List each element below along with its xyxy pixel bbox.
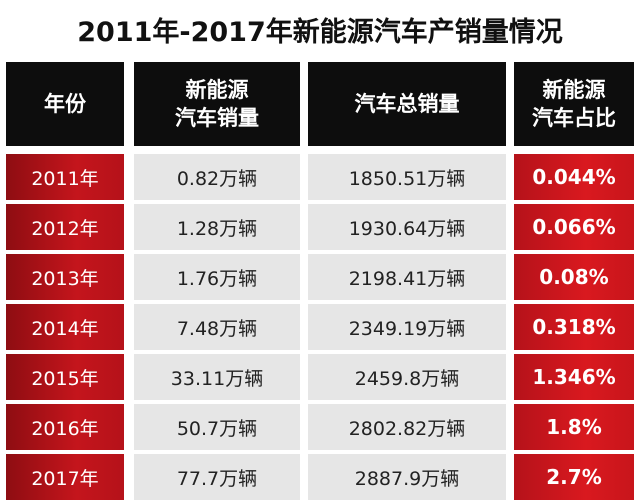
cell-total-sales: 2802.82万辆: [308, 404, 506, 450]
cell-year: 2017年: [6, 454, 124, 500]
header-year: 年份: [6, 62, 124, 146]
cell-year: 2013年: [6, 254, 124, 300]
cell-nev-sales: 1.76万辆: [134, 254, 300, 300]
cell-nev-sales: 7.48万辆: [134, 304, 300, 350]
table-title: 2011年-2017年新能源汽车产销量情况: [77, 17, 563, 48]
header-total-sales: 汽车总销量: [308, 62, 506, 146]
table-row: 2013年 1.76万辆 2198.41万辆 0.08%: [0, 254, 640, 300]
cell-nev-sales: 33.11万辆: [134, 354, 300, 400]
cell-nev-share: 0.066%: [514, 204, 634, 250]
cell-nev-sales: 1.28万辆: [134, 204, 300, 250]
cell-total-sales: 2349.19万辆: [308, 304, 506, 350]
cell-total-sales: 2887.9万辆: [308, 454, 506, 500]
cell-nev-sales: 50.7万辆: [134, 404, 300, 450]
table-header: 年份 新能源 汽车销量 汽车总销量 新能源 汽车占比: [0, 62, 640, 146]
cell-nev-sales: 0.82万辆: [134, 154, 300, 200]
cell-year: 2012年: [6, 204, 124, 250]
cell-nev-share: 0.044%: [514, 154, 634, 200]
cell-nev-sales: 77.7万辆: [134, 454, 300, 500]
table-row: 2016年 50.7万辆 2802.82万辆 1.8%: [0, 404, 640, 450]
table-row: 2011年 0.82万辆 1850.51万辆 0.044%: [0, 154, 640, 200]
cell-total-sales: 1930.64万辆: [308, 204, 506, 250]
cell-nev-share: 2.7%: [514, 454, 634, 500]
cell-total-sales: 1850.51万辆: [308, 154, 506, 200]
header-nev-sales: 新能源 汽车销量: [134, 62, 300, 146]
table-row: 2015年 33.11万辆 2459.8万辆 1.346%: [0, 354, 640, 400]
cell-year: 2011年: [6, 154, 124, 200]
cell-nev-share: 0.08%: [514, 254, 634, 300]
cell-year: 2016年: [6, 404, 124, 450]
cell-year: 2015年: [6, 354, 124, 400]
cell-total-sales: 2459.8万辆: [308, 354, 506, 400]
cell-year: 2014年: [6, 304, 124, 350]
cell-nev-share: 0.318%: [514, 304, 634, 350]
cell-total-sales: 2198.41万辆: [308, 254, 506, 300]
header-nev-share: 新能源 汽车占比: [514, 62, 634, 146]
cell-nev-share: 1.346%: [514, 354, 634, 400]
table-row: 2017年 77.7万辆 2887.9万辆 2.7%: [0, 454, 640, 500]
table-row: 2012年 1.28万辆 1930.64万辆 0.066%: [0, 204, 640, 250]
cell-nev-share: 1.8%: [514, 404, 634, 450]
table-row: 2014年 7.48万辆 2349.19万辆 0.318%: [0, 304, 640, 350]
